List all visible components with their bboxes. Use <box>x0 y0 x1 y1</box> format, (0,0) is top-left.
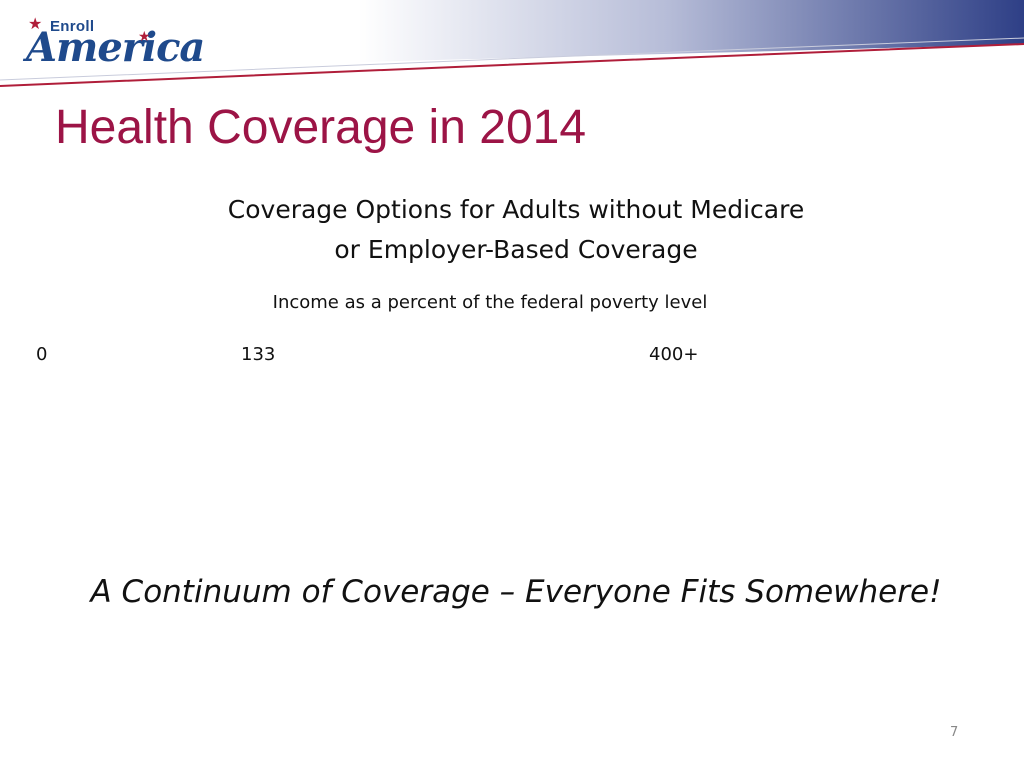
star-icon: ★ <box>28 16 43 33</box>
enroll-america-logo: ★ Enroll America ★ <box>20 14 205 76</box>
subtitle-line-2: or Employer-Based Coverage <box>334 235 698 264</box>
tick-label-0: 0 <box>36 344 48 365</box>
tick-label-133: 133 <box>241 344 276 365</box>
income-axis-label: Income as a percent of the federal pover… <box>272 292 708 313</box>
header-band <box>0 0 1024 87</box>
tick-label-400-plus: 400+ <box>649 344 699 365</box>
slide-subtitle: Coverage Options for Adults without Medi… <box>0 190 1024 270</box>
page-number: 7 <box>950 725 959 740</box>
subtitle-line-1: Coverage Options for Adults without Medi… <box>227 195 805 224</box>
logo-word-enroll: Enroll <box>50 18 95 35</box>
slide-title: Health Coverage in 2014 <box>55 101 587 154</box>
logo-word-america: America <box>26 24 205 71</box>
star-icon: ★ <box>138 28 151 44</box>
continuum-tagline: A Continuum of Coverage – Everyone Fits … <box>90 574 942 610</box>
